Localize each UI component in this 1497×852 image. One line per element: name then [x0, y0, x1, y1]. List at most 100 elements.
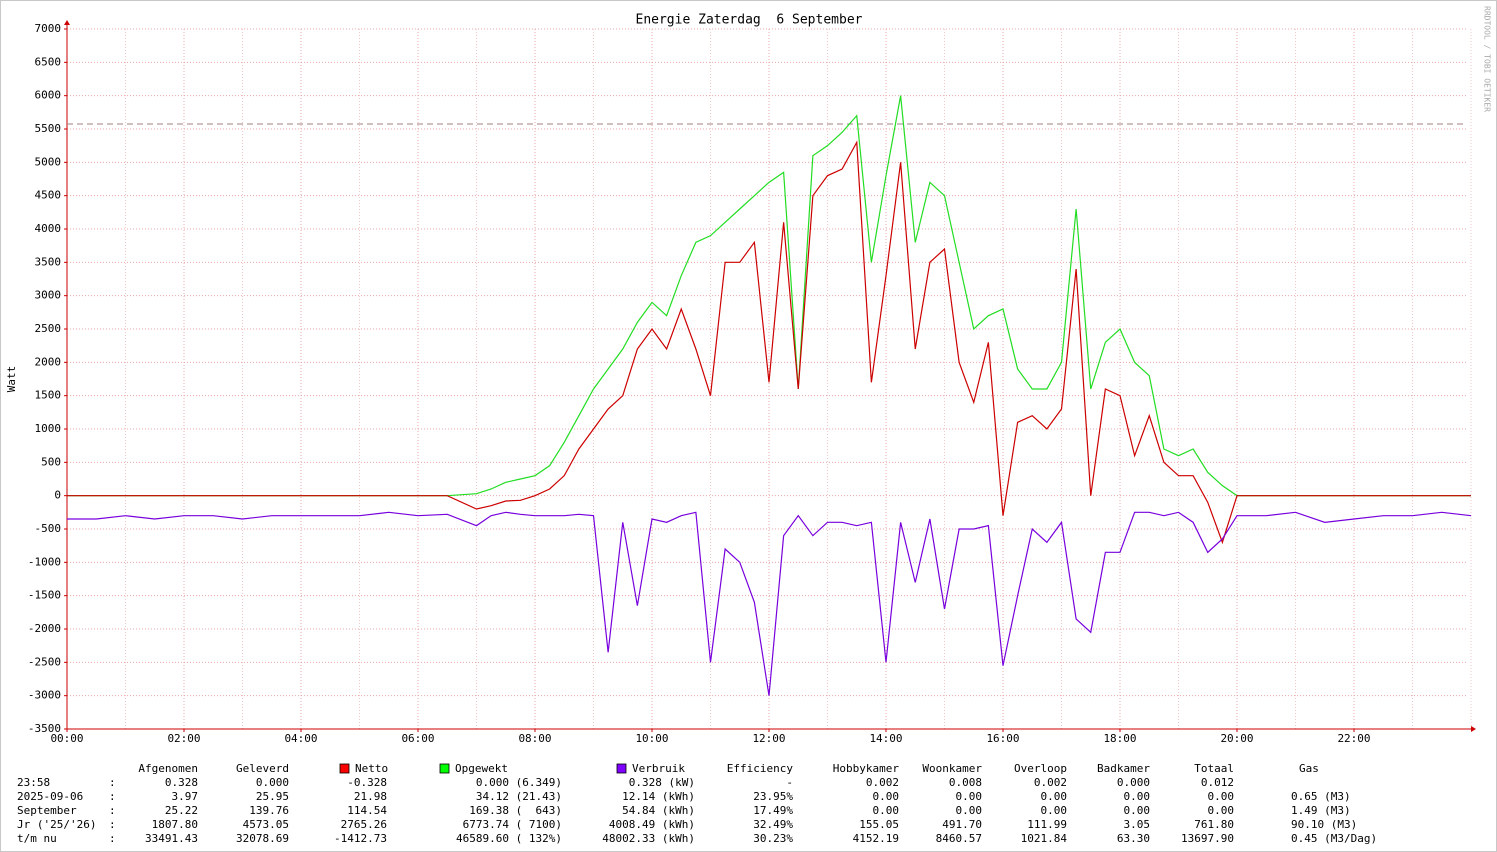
table-cell: -1412.73 [334, 832, 387, 845]
table-cell: 0.008 [949, 776, 982, 789]
table-cell: 25.95 [256, 790, 289, 803]
y-tick-label: 5500 [35, 122, 62, 135]
table-cell: 155.05 [859, 818, 899, 831]
series-line [67, 511, 1472, 696]
table-header: Geleverd [236, 762, 289, 775]
table-header: Overloop [1014, 762, 1067, 775]
x-tick-label: 14:00 [869, 732, 902, 745]
y-tick-label: -2500 [28, 655, 61, 668]
axis-arrow [64, 20, 70, 25]
table-cell: 0.00 [873, 790, 900, 803]
table-cell: 0.00 [873, 804, 900, 817]
row-label: Jr ('25/'26) [17, 818, 96, 831]
table-cell: 169.38 ( 643) [469, 804, 562, 817]
table-cell: 4152.19 [853, 832, 899, 845]
table-cell: 21.98 [354, 790, 387, 803]
row-separator: : [109, 832, 116, 845]
x-tick-label: 10:00 [635, 732, 668, 745]
row-label: t/m nu [17, 832, 57, 845]
x-tick-label: 18:00 [1103, 732, 1136, 745]
table-cell: 0.00 [1041, 790, 1068, 803]
legend-label: Netto [355, 762, 388, 775]
row-label: 23:58 [17, 776, 50, 789]
legend-swatch [439, 763, 450, 774]
table-header: Badkamer [1097, 762, 1150, 775]
table-cell: 139.76 [249, 804, 289, 817]
y-tick-label: 5000 [35, 155, 62, 168]
table-cell: 0.45 (M3/Dag) [1291, 832, 1377, 845]
x-tick-label: 16:00 [986, 732, 1019, 745]
y-tick-label: -500 [35, 522, 62, 535]
table-cell: 63.30 [1117, 832, 1150, 845]
table-cell: 0.65 (M3) [1291, 790, 1351, 803]
table-cell: 54.84 (kWh) [622, 804, 695, 817]
table-cell: 4008.49 (kWh) [609, 818, 695, 831]
y-tick-label: 1000 [35, 422, 62, 435]
row-label: 2025-09-06 [17, 790, 83, 803]
x-tick-label: 04:00 [284, 732, 317, 745]
table-cell: 0.000 (6.349) [476, 776, 562, 789]
table-cell: 12.14 (kWh) [622, 790, 695, 803]
table-cell: 23.95% [753, 790, 793, 803]
legend-label: Opgewekt [455, 762, 508, 775]
x-tick-label: 02:00 [167, 732, 200, 745]
table-cell: 3.05 [1124, 818, 1151, 831]
x-tick-label: 08:00 [518, 732, 551, 745]
table-cell: 0.002 [866, 776, 899, 789]
table-header: Hobbykamer [833, 762, 900, 775]
table-cell: 32078.69 [236, 832, 289, 845]
y-tick-label: 2000 [35, 355, 62, 368]
y-tick-label: 6500 [35, 55, 62, 68]
table-cell: 8460.57 [936, 832, 982, 845]
table-header: Efficiency [727, 762, 794, 775]
legend-swatch [616, 763, 627, 774]
table-cell: - [786, 776, 793, 789]
y-tick-label: -2000 [28, 622, 61, 635]
table-cell: 32.49% [753, 818, 793, 831]
table-cell: 2765.26 [341, 818, 387, 831]
table-cell: 114.54 [347, 804, 387, 817]
y-tick-label: 4500 [35, 189, 62, 202]
y-tick-label: 500 [41, 455, 61, 468]
x-tick-label: 06:00 [401, 732, 434, 745]
x-tick-label: 12:00 [752, 732, 785, 745]
y-tick-label: -1000 [28, 555, 61, 568]
table-cell: 0.00 [1208, 790, 1235, 803]
y-tick-label: 3000 [35, 289, 62, 302]
y-tick-label: 3500 [35, 255, 62, 268]
legend-label: Verbruik [632, 762, 685, 775]
table-cell: 4573.05 [243, 818, 289, 831]
table-header: Gas [1299, 762, 1319, 775]
y-tick-label: 0 [54, 489, 61, 502]
table-cell: 33491.43 [145, 832, 198, 845]
table-cell: 0.00 [956, 804, 983, 817]
y-tick-label: 1500 [35, 389, 62, 402]
table-cell: 761.80 [1194, 818, 1234, 831]
legend-swatch [339, 763, 350, 774]
y-tick-label: -1500 [28, 589, 61, 602]
table-cell: 46589.60 ( 132%) [456, 832, 562, 845]
table-header: Woonkamer [922, 762, 982, 775]
series-line [67, 140, 1471, 545]
table-cell: 0.000 [1117, 776, 1150, 789]
y-tick-label: 6000 [35, 89, 62, 102]
y-tick-label: 7000 [35, 22, 62, 35]
table-cell: 17.49% [753, 804, 793, 817]
table-cell: -0.328 [347, 776, 387, 789]
table-cell: 13697.90 [1181, 832, 1234, 845]
axis-arrow [1471, 726, 1476, 732]
row-separator: : [109, 818, 116, 831]
y-tick-label: 2500 [35, 322, 62, 335]
table-cell: 0.00 [956, 790, 983, 803]
y-tick-label: -3500 [28, 722, 61, 735]
y-tick-label: -3000 [28, 689, 61, 702]
row-separator: : [109, 804, 116, 817]
watermark: RRDTOOL / TOBI OETIKER [1483, 6, 1492, 112]
table-cell: 1807.80 [152, 818, 198, 831]
table-cell: 0.328 [165, 776, 198, 789]
table-cell: 0.002 [1034, 776, 1067, 789]
row-separator: : [109, 790, 116, 803]
table-cell: 0.00 [1124, 804, 1151, 817]
